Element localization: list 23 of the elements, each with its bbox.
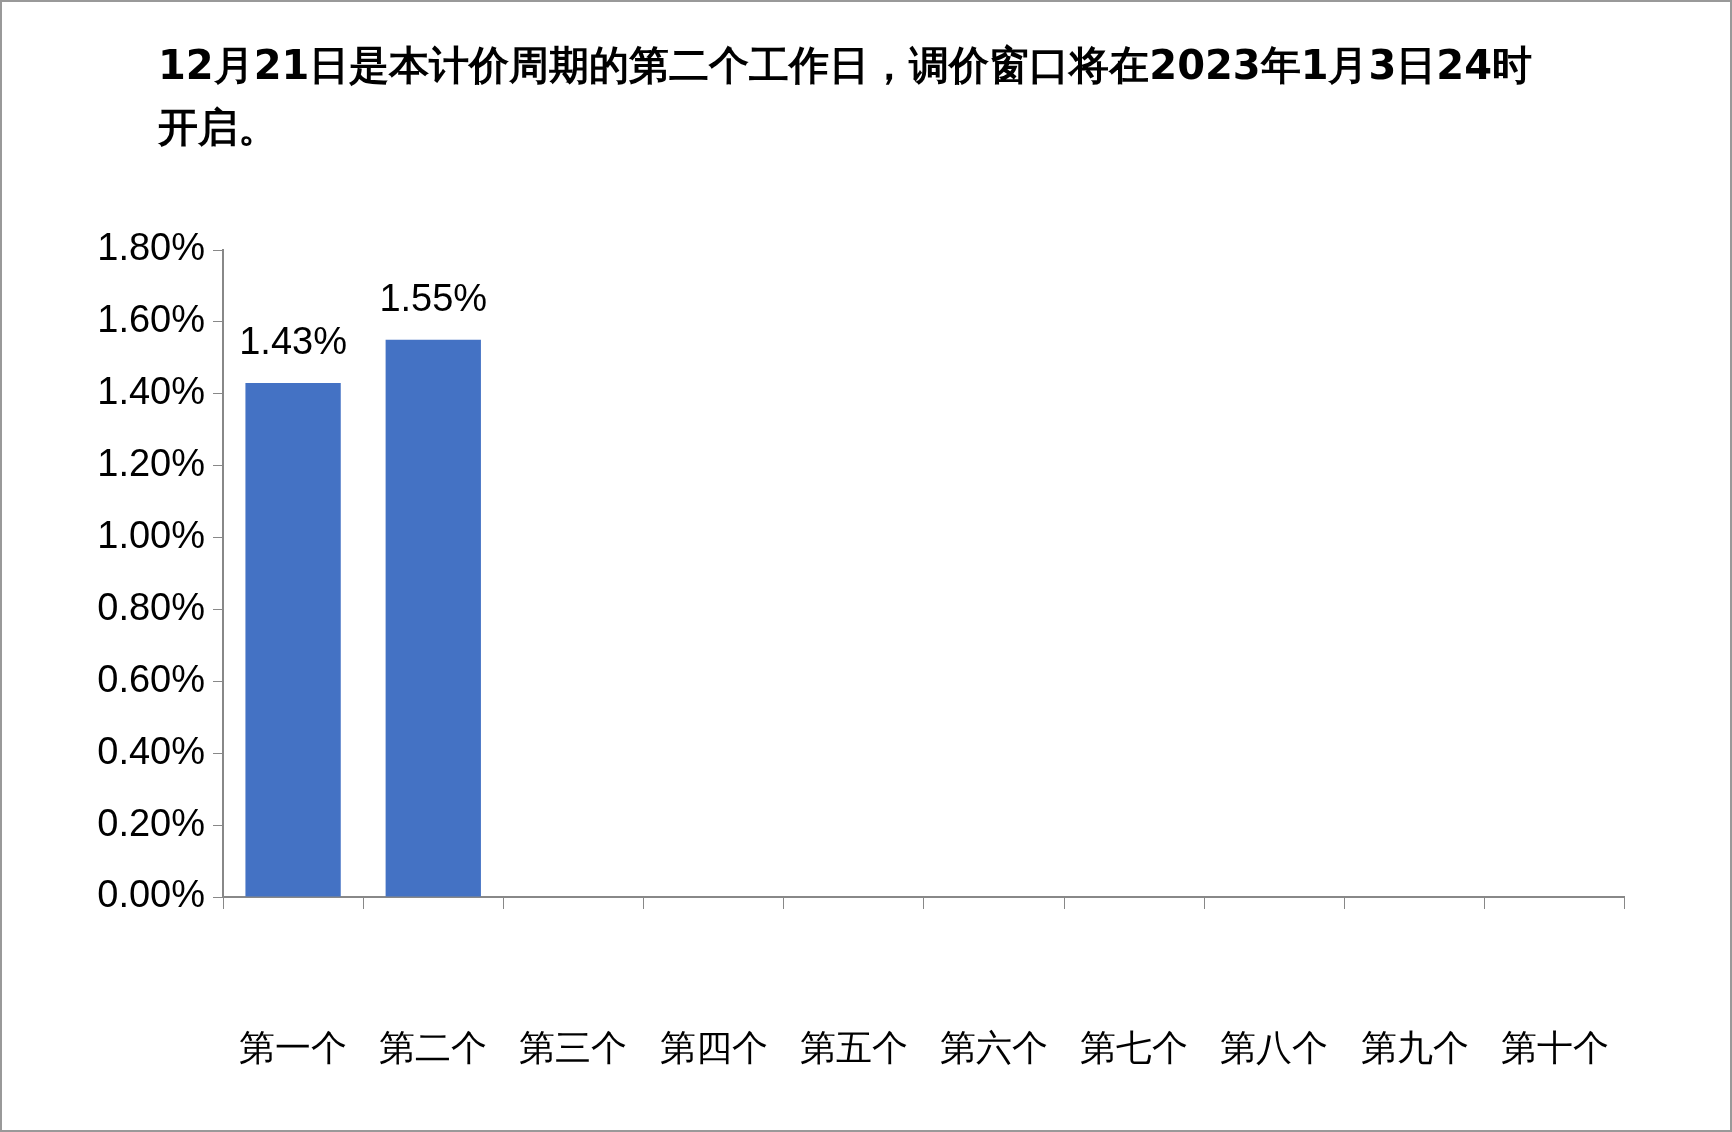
data-label: 1.43% <box>239 320 347 363</box>
data-label: 1.55% <box>379 277 488 320</box>
x-tick-label: 第九个 <box>1360 1026 1469 1068</box>
y-tick-label: 0.20% <box>97 801 205 844</box>
y-tick-label: 1.00% <box>97 514 205 557</box>
x-tick-label: 第十个 <box>1500 1026 1609 1068</box>
y-tick-label: 0.60% <box>97 657 205 700</box>
y-tick-label: 1.20% <box>97 442 205 485</box>
x-tick-label: 第二个 <box>379 1026 488 1068</box>
x-tick-label: 第五个 <box>799 1026 908 1068</box>
y-tick-label: 1.40% <box>97 370 205 413</box>
x-tick-label: 第一个 <box>239 1026 348 1068</box>
x-tick-label: 第三个 <box>519 1026 628 1068</box>
y-tick-label: 1.80% <box>97 226 205 269</box>
x-tick-label: 第六个 <box>939 1026 1048 1068</box>
y-tick-label: 0.00% <box>97 873 205 916</box>
chart-title: 12月21日是本计价周期的第二个工作日，调价窗口将在2023年1月3日24时开启。 <box>158 41 1533 152</box>
x-tick-label: 第八个 <box>1220 1026 1329 1068</box>
x-tick-label: 第七个 <box>1080 1026 1189 1068</box>
x-tick-label: 第四个 <box>659 1026 768 1068</box>
y-tick-label: 1.60% <box>97 298 205 341</box>
y-tick-label: 0.80% <box>97 585 205 628</box>
y-tick-label: 0.40% <box>97 729 205 772</box>
